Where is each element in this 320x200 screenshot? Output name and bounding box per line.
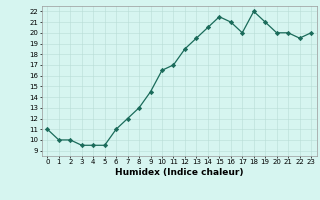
X-axis label: Humidex (Indice chaleur): Humidex (Indice chaleur) bbox=[115, 168, 244, 177]
